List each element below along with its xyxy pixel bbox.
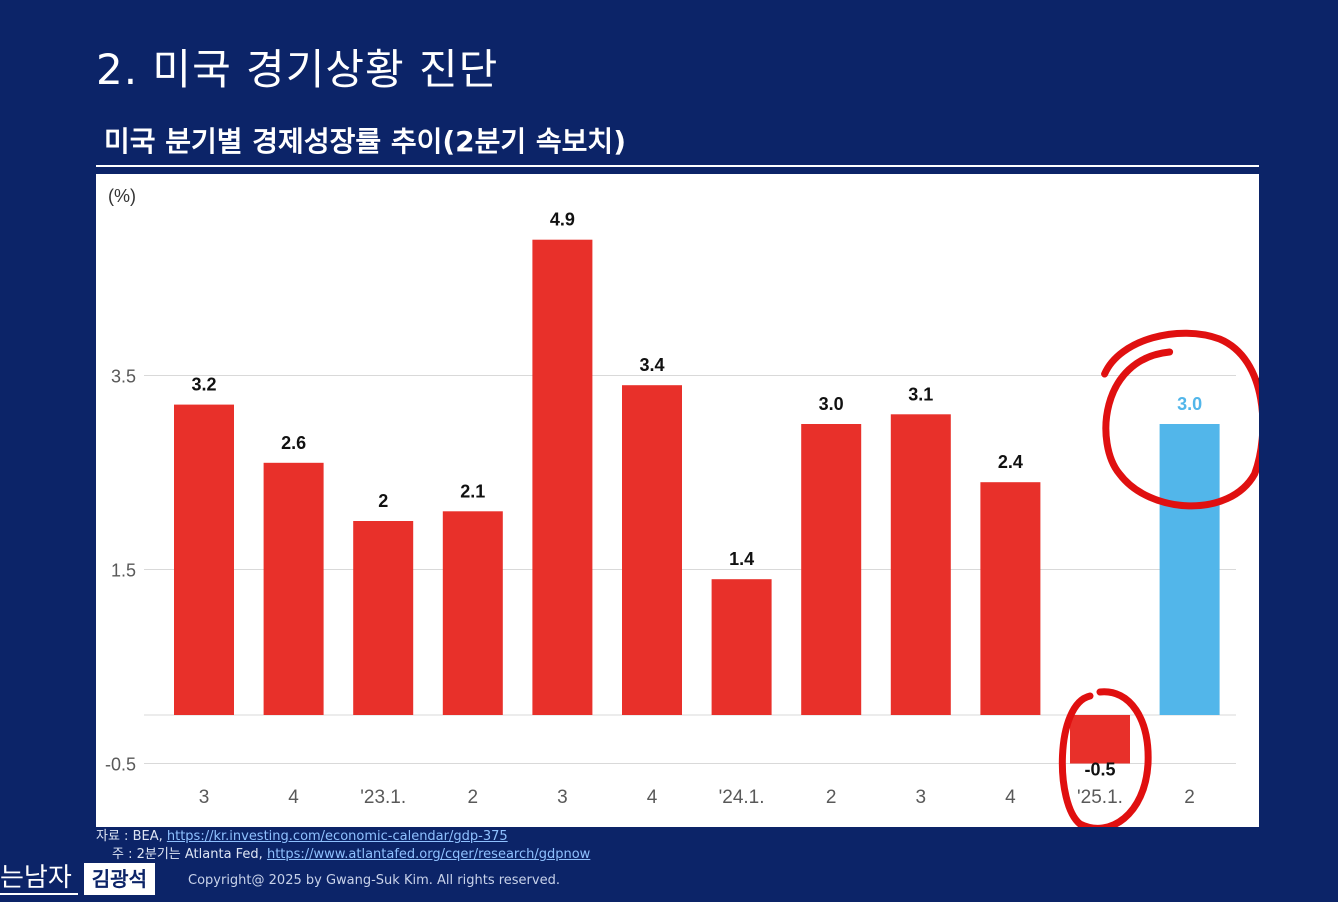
bar-6: [711, 579, 772, 715]
source-prefix: 자료 : BEA,: [96, 829, 167, 844]
data-label-0: 3.2: [191, 375, 216, 395]
x-tick-label-6: '24.1.: [719, 787, 765, 808]
bar-8: [890, 414, 951, 715]
data-label-3: 2.1: [460, 481, 485, 501]
x-tick-label-9: 4: [1005, 787, 1016, 808]
bar-3: [442, 511, 503, 715]
x-tick-label-7: 2: [826, 787, 837, 808]
data-label-9: 2.4: [998, 452, 1023, 472]
chart-panel: (%) -0.5 1.5 3.5 3.2 3 2.6 4 2 '23.1. 2.1 2 4.9 3 3.…: [96, 174, 1259, 827]
brand-name-badge: 김광석: [83, 863, 155, 895]
chart-heading: 미국 분기별 경제성장률 추이(2분기 속보치): [104, 125, 626, 158]
y-axis-unit-label: (%): [108, 186, 136, 206]
note-prefix: 주 : 2분기는 Atlanta Fed,: [112, 847, 267, 862]
bar-10: [1070, 715, 1130, 764]
data-label-8: 3.1: [908, 384, 933, 404]
data-label-10: -0.5: [1084, 760, 1115, 780]
highlight-circle-last-bar: [1101, 329, 1259, 510]
x-tick-label-1: 4: [288, 787, 299, 808]
gdp-bar-chart: (%) -0.5 1.5 3.5 3.2 3 2.6 4 2 '23.1. 2.1 2 4.9 3 3.…: [105, 186, 1259, 827]
x-tick-label-5: 4: [647, 787, 658, 808]
source-link[interactable]: https://kr.investing.com/economic-calend…: [166, 829, 508, 844]
bar-0: [174, 404, 234, 715]
heading-divider: [96, 165, 1259, 167]
highlight-circle-negative-bar: [1058, 688, 1152, 827]
x-tick-label-4: 3: [557, 787, 568, 808]
x-tick-label-10: '25.1.: [1077, 787, 1123, 808]
data-label-6: 1.4: [729, 549, 754, 569]
copyright-text: Copyright@ 2025 by Gwang-Suk Kim. All ri…: [188, 873, 560, 888]
data-label-5: 3.4: [639, 355, 664, 375]
bar-11: [1159, 424, 1220, 715]
bar-2: [353, 521, 414, 715]
data-label-2: 2: [378, 491, 388, 511]
data-label-4: 4.9: [550, 210, 575, 230]
bar-7: [801, 424, 862, 715]
x-tick-label-2: '23.1.: [360, 787, 406, 808]
x-tick-label-8: 3: [916, 787, 927, 808]
y-tick-label: 1.5: [111, 561, 136, 581]
data-label-11: 3.0: [1177, 394, 1202, 414]
data-label-1: 2.6: [281, 433, 306, 453]
slide-title: 2. 미국 경기상황 진단: [96, 45, 499, 94]
bar-9: [980, 482, 1041, 715]
brand-logo: 는남자 김광석: [0, 862, 155, 896]
x-tick-label-3: 2: [468, 787, 479, 808]
note-link[interactable]: https://www.atlantafed.org/cqer/research…: [266, 847, 591, 862]
brand-left-text: 는남자: [0, 863, 78, 895]
source-line: 자료 : BEA, https://kr.investing.com/econo…: [96, 828, 590, 846]
x-tick-label-0: 3: [199, 787, 210, 808]
x-tick-label-11: 2: [1184, 787, 1195, 808]
y-tick-label: 3.5: [111, 367, 136, 387]
note-line: 주 : 2분기는 Atlanta Fed, https://www.atlant…: [96, 846, 590, 864]
y-tick-label: -0.5: [105, 755, 136, 775]
bar-4: [532, 239, 593, 715]
bar-1: [263, 462, 324, 715]
bar-5: [622, 385, 682, 715]
data-label-7: 3.0: [819, 394, 844, 414]
footer-sources: 자료 : BEA, https://kr.investing.com/econo…: [96, 828, 590, 864]
